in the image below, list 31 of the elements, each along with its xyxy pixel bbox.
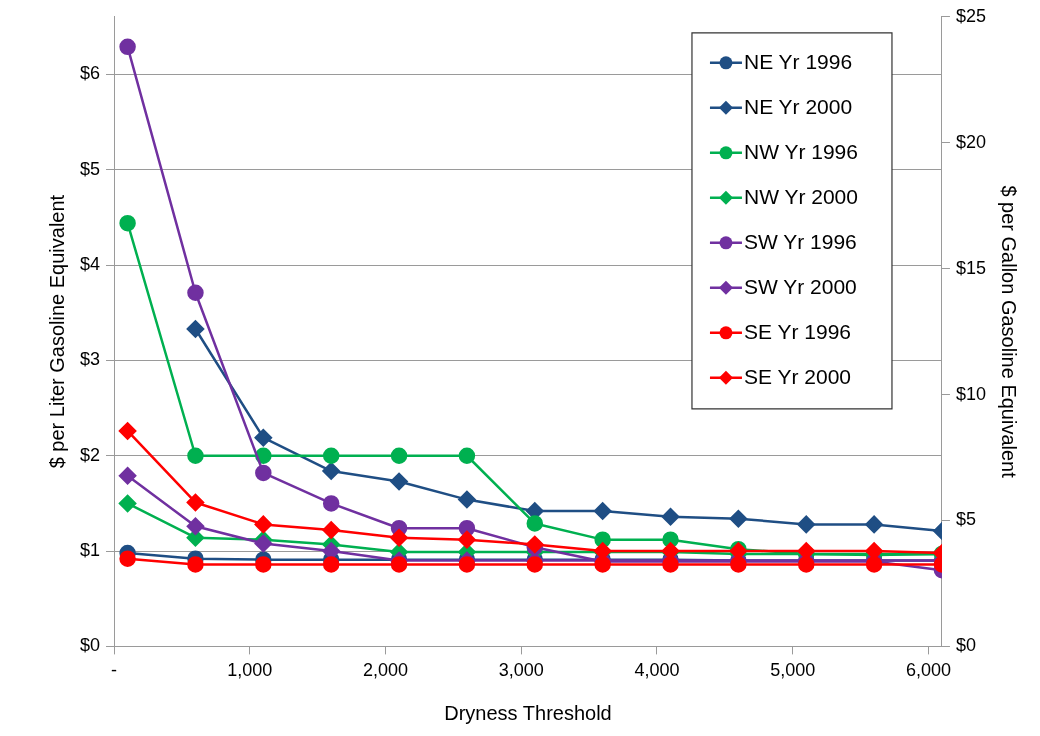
x-tick-label: 4,000	[634, 660, 680, 681]
y2-tick-label: $25	[955, 5, 987, 26]
y-tick-label: $5	[79, 158, 101, 179]
y2-tick-label: $5	[955, 509, 976, 530]
legend-label: SW Yr 2000	[743, 274, 857, 298]
x-tick-label: -	[111, 660, 118, 681]
y2-tick-label: $10	[955, 383, 987, 404]
legend-label: NE Yr 2000	[743, 94, 853, 118]
legend-label: NW Yr 1996	[743, 139, 858, 163]
y-tick-label: $4	[79, 254, 101, 275]
legend-label: NW Yr 2000	[743, 184, 858, 208]
x-tick-label: 3,000	[498, 660, 544, 681]
y-tick-label: $6	[79, 63, 101, 84]
x-tick-label: 5,000	[770, 660, 816, 681]
x-tick-label: 6,000	[905, 660, 951, 681]
y-tick-label: $0	[79, 635, 101, 656]
x-tick-label: 1,000	[227, 660, 273, 681]
y2-tick-label: $15	[955, 257, 987, 278]
y2-axis-title: $ per Gallon Gasoline Equivalent	[998, 185, 1021, 479]
y-tick-label: $1	[79, 540, 101, 561]
y2-tick-label: $0	[955, 635, 976, 656]
legend-label: NE Yr 1996	[743, 49, 853, 73]
x-tick-label: 2,000	[362, 660, 408, 681]
y-tick-label: $2	[79, 444, 101, 465]
y2-tick-label: $20	[955, 131, 987, 152]
legend-label: SE Yr 1996	[743, 319, 851, 343]
x-axis-title: Dryness Threshold	[444, 701, 612, 724]
y-axis-title: $ per Liter Gasoline Equivalent	[45, 194, 68, 469]
legend-label: SW Yr 1996	[743, 229, 857, 253]
legend-label: SE Yr 2000	[743, 364, 851, 388]
y-tick-label: $3	[79, 349, 101, 370]
